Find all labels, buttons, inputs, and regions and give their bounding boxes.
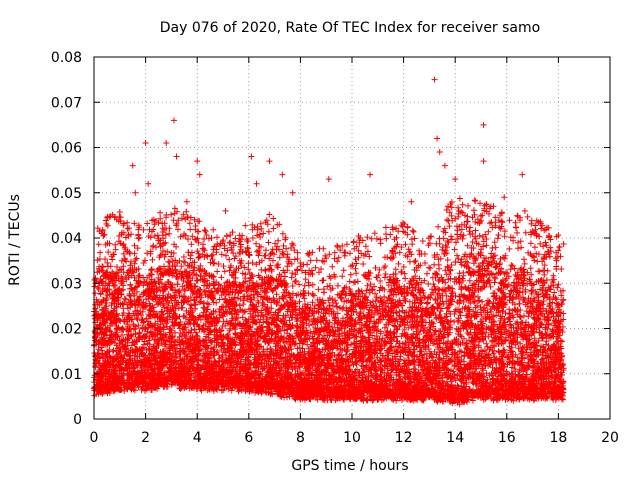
y-tick-label: 0.07 [51, 95, 82, 111]
roti-peak-point [434, 135, 441, 142]
roti-peak-point [367, 171, 374, 178]
x-tick-label: 12 [395, 430, 413, 446]
x-tick-label: 16 [498, 430, 516, 446]
roti-peak-point [542, 239, 549, 246]
roti-peak-point [248, 153, 255, 160]
x-tick-label: 2 [141, 430, 150, 446]
roti-peak-point [501, 194, 508, 201]
roti-peak-point [431, 76, 438, 83]
roti-peak-point [183, 198, 190, 205]
roti-peak-point [98, 230, 105, 237]
data-points [91, 76, 567, 408]
roti-point-cloud [91, 195, 567, 408]
roti-peak-point [142, 139, 149, 146]
roti-peak-point [480, 121, 487, 128]
roti-peak-point [436, 149, 443, 156]
roti-peak-point [521, 207, 528, 214]
y-tick-label: 0.03 [51, 276, 82, 292]
roti-peak-point [325, 176, 332, 183]
roti-peak-point [452, 176, 459, 183]
y-tick-label: 0.02 [51, 322, 82, 338]
x-tick-label: 8 [296, 430, 305, 446]
y-tick-label: 0.08 [51, 50, 82, 66]
roti-peak-point [408, 198, 415, 205]
roti-peak-point [145, 180, 152, 187]
roti-peak-point [163, 139, 170, 146]
roti-peak-point [279, 171, 286, 178]
roti-peak-point [289, 189, 296, 196]
roti-peak-point [480, 158, 487, 165]
x-tick-label: 4 [193, 430, 202, 446]
x-tick-label: 6 [244, 430, 253, 446]
roti-peak-point [519, 171, 526, 178]
x-tick-label: 18 [549, 430, 567, 446]
roti-peak-point [253, 180, 260, 187]
x-tick-label: 20 [601, 430, 619, 446]
roti-peak-point [194, 158, 201, 165]
roti-peak-point [222, 207, 229, 214]
chart-title: Day 076 of 2020, Rate Of TEC Index for r… [160, 20, 540, 36]
x-axis-label: GPS time / hours [291, 458, 408, 474]
y-tick-label: 0.04 [51, 231, 82, 247]
y-tick-label: 0.01 [51, 367, 82, 383]
tick-labels: 0 2 4 6 8 10 12 14 16 18 20 0 0.01 0.02 0.03 0.04 0.05 0.… [51, 50, 619, 446]
roti-peak-point [441, 162, 448, 169]
roti-peak-point [132, 189, 139, 196]
roti-peak-point [266, 158, 273, 165]
roti-peak-point [170, 117, 177, 124]
roti-peak-point [129, 162, 136, 169]
roti-peak-point [196, 171, 203, 178]
x-tick-label: 14 [446, 430, 464, 446]
y-axis-label: ROTI / TECUs [7, 194, 23, 286]
x-tick-label: 0 [90, 430, 99, 446]
y-tick-label: 0.05 [51, 186, 82, 202]
y-tick-label: 0.06 [51, 141, 82, 157]
roti-peak-point [173, 153, 180, 160]
tick-marks [93, 56, 611, 420]
x-tick-label: 10 [343, 430, 361, 446]
y-tick-label: 0 [73, 412, 82, 428]
